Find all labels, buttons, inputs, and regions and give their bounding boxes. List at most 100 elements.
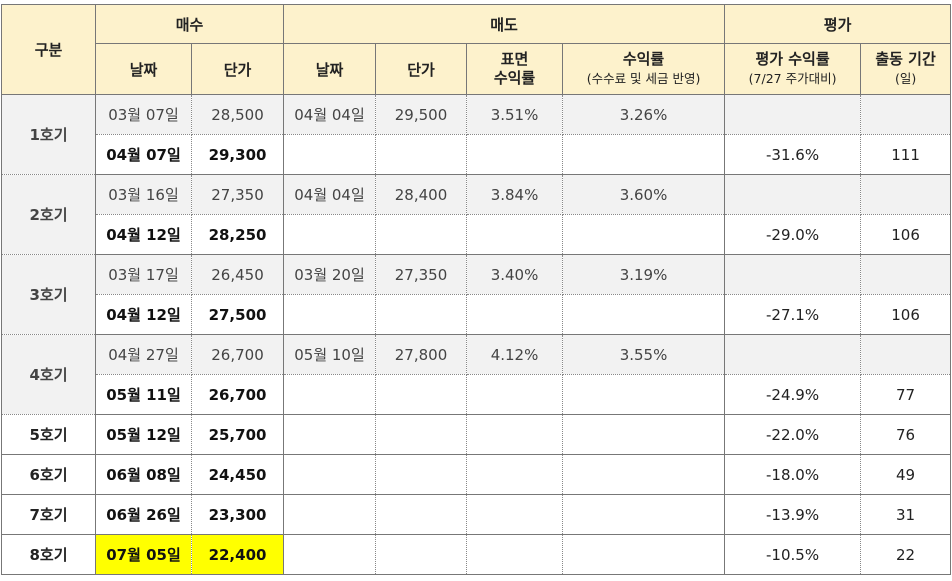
unit-label: 4호기 [1, 334, 96, 415]
buy-price-highlighted: 22,400 [190, 534, 285, 575]
net-return [562, 494, 726, 535]
net-return [562, 374, 726, 415]
eval-return: -29.0% [724, 214, 862, 255]
header-eval-return: 평가 수익률 (7/27 주가대비) [724, 43, 862, 95]
days: 77 [860, 374, 952, 415]
eval-return: -13.9% [724, 494, 862, 535]
sell-date: 03월 20일 [283, 254, 377, 295]
surface-return [466, 494, 564, 535]
unit-label: 7호기 [1, 494, 96, 535]
unit-label: 1호기 [1, 94, 96, 175]
sell-date [283, 134, 377, 175]
buy-price: 25,700 [190, 414, 285, 455]
surface-return [466, 294, 564, 335]
sell-date [283, 414, 377, 455]
sell-date [283, 294, 377, 335]
buy-price: 27,500 [190, 294, 285, 335]
table-row: 8호기 07월 05일 22,400 -10.5% 22 [1, 534, 952, 575]
sell-date: 04월 04일 [283, 94, 377, 135]
header-days: 출동 기간 (일) [860, 43, 952, 95]
buy-date: 06월 08일 [95, 454, 192, 495]
net-return [562, 134, 726, 175]
sell-price [375, 134, 468, 175]
header-sell-date: 날짜 [283, 43, 377, 95]
net-return [562, 294, 726, 335]
buy-price: 27,350 [190, 174, 285, 215]
days: 106 [860, 294, 952, 335]
table-row: 1호기 03월 07일 28,500 04월 04일 29,500 3.51% … [1, 94, 952, 175]
unit-label: 3호기 [1, 254, 96, 335]
eval-return [724, 254, 862, 295]
sell-price [375, 374, 468, 415]
table-row: 6호기 06월 08일 24,450 -18.0% 49 [1, 454, 952, 495]
buy-date: 05월 11일 [95, 374, 192, 415]
trade-table: 구분 매수 매도 평가 날짜 단가 날짜 단가 표면 수익률 수익률 (수수료 및 … [1, 4, 952, 575]
buy-price: 28,250 [190, 214, 285, 255]
days: 22 [860, 534, 952, 575]
buy-price: 28,500 [190, 94, 285, 135]
sell-price: 29,500 [375, 94, 468, 135]
surface-return: 3.84% [466, 174, 564, 215]
table-row: 2호기 03월 16일 27,350 04월 04일 28,400 3.84% … [1, 174, 952, 255]
header-eval: 평가 [724, 4, 952, 44]
days [860, 254, 952, 295]
eval-return: -22.0% [724, 414, 862, 455]
surface-return [466, 134, 564, 175]
sell-price [375, 214, 468, 255]
sell-date [283, 534, 377, 575]
days: 106 [860, 214, 952, 255]
sell-price [375, 294, 468, 335]
eval-return: -31.6% [724, 134, 862, 175]
table-row: 05월 11일 26,700 -24.9% 77 [2, 374, 952, 415]
header-buy: 매수 [94, 4, 285, 44]
header-surface-return: 표면 수익률 [466, 43, 564, 95]
days [860, 94, 952, 135]
sell-date [283, 454, 377, 495]
days: 49 [860, 454, 952, 495]
days [860, 174, 952, 215]
buy-price: 29,300 [190, 134, 285, 175]
sell-price: 27,800 [375, 334, 468, 375]
net-return: 3.19% [562, 254, 726, 295]
net-return [562, 414, 726, 455]
header-sell-price: 단가 [375, 43, 468, 95]
eval-return: -18.0% [724, 454, 862, 495]
sell-price: 27,350 [375, 254, 468, 295]
surface-return: 4.12% [466, 334, 564, 375]
surface-return [466, 534, 564, 575]
unit-label: 8호기 [1, 534, 96, 575]
header-net-return: 수익률 (수수료 및 세금 반영) [562, 43, 726, 95]
eval-return [724, 334, 862, 375]
surface-return [466, 414, 564, 455]
net-return: 3.60% [562, 174, 726, 215]
table-row: 5호기 05월 12일 25,700 -22.0% 76 [1, 414, 952, 455]
sell-price [375, 414, 468, 455]
sell-date [283, 494, 377, 535]
buy-date: 06월 26일 [95, 494, 192, 535]
sell-date [283, 214, 377, 255]
buy-date: 03월 07일 [95, 94, 192, 135]
table-row: 04월 07일 29,300 -31.6% 111 [2, 134, 952, 175]
table-body: 1호기 03월 07일 28,500 04월 04일 29,500 3.51% … [1, 94, 952, 575]
eval-return [724, 174, 862, 215]
table-row: 3호기 03월 17일 26,450 03월 20일 27,350 3.40% … [1, 254, 952, 335]
sell-date [283, 374, 377, 415]
days: 111 [860, 134, 952, 175]
table-row: 7호기 06월 26일 23,300 -13.9% 31 [1, 494, 952, 535]
days: 31 [860, 494, 952, 535]
net-return [562, 534, 726, 575]
header-sell: 매도 [283, 4, 726, 44]
sell-price [375, 534, 468, 575]
sell-price [375, 454, 468, 495]
net-return [562, 454, 726, 495]
buy-price: 26,700 [190, 374, 285, 415]
days [860, 334, 952, 375]
table-row: 04월 12일 27,500 -27.1% 106 [2, 294, 952, 335]
eval-return: -10.5% [724, 534, 862, 575]
header-gubun: 구분 [1, 4, 96, 95]
header-buy-price: 단가 [190, 43, 285, 95]
net-return: 3.55% [562, 334, 726, 375]
buy-date: 03월 17일 [95, 254, 192, 295]
eval-return: -24.9% [724, 374, 862, 415]
buy-date: 04월 07일 [95, 134, 192, 175]
